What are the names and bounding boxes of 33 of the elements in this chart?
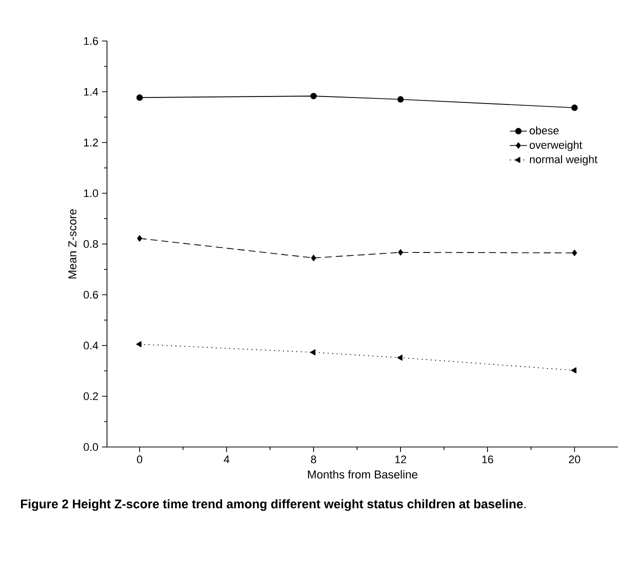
point (571, 367, 576, 374)
point (571, 104, 578, 111)
y-tick-label: 1.4 (84, 88, 98, 96)
point (310, 92, 317, 100)
x-tick-label: 12 (395, 456, 406, 464)
text: Figure 2 Height Z-score time trend among different weight status children at baseline. (21, 499, 526, 511)
y-axis-title: Mean Z-score (68, 209, 76, 278)
y-tick-label: 0.6 (84, 290, 98, 299)
x-tick-label: 4 (224, 456, 230, 464)
point (311, 254, 316, 262)
point (398, 249, 404, 256)
legend-label: obese (530, 126, 559, 134)
point (397, 96, 404, 103)
legend-label: normal weight (530, 155, 598, 166)
x-tick-label: 8 (311, 456, 316, 464)
x-axis-title: Months from Baseline (308, 470, 418, 479)
point (397, 354, 402, 361)
point (310, 349, 316, 356)
y-tick-label: 0.8 (84, 240, 98, 248)
x-tick-label: 0 (136, 456, 142, 464)
point (572, 250, 578, 256)
point (136, 94, 143, 101)
y-tick-label: 1.6 (84, 37, 98, 45)
legend-label: overweight (530, 140, 582, 151)
y-tick-label: 1.2 (84, 138, 98, 146)
y-tick-label: 0.2 (84, 392, 98, 400)
point (137, 235, 142, 242)
point (136, 341, 142, 348)
x-tick-label: 16 (482, 456, 494, 464)
y-tick-label: 0.4 (84, 342, 98, 350)
x-tick-label: 20 (568, 456, 580, 464)
y-tick-label: 1.0 (84, 189, 98, 198)
y-tick-label: 0.0 (84, 443, 98, 451)
